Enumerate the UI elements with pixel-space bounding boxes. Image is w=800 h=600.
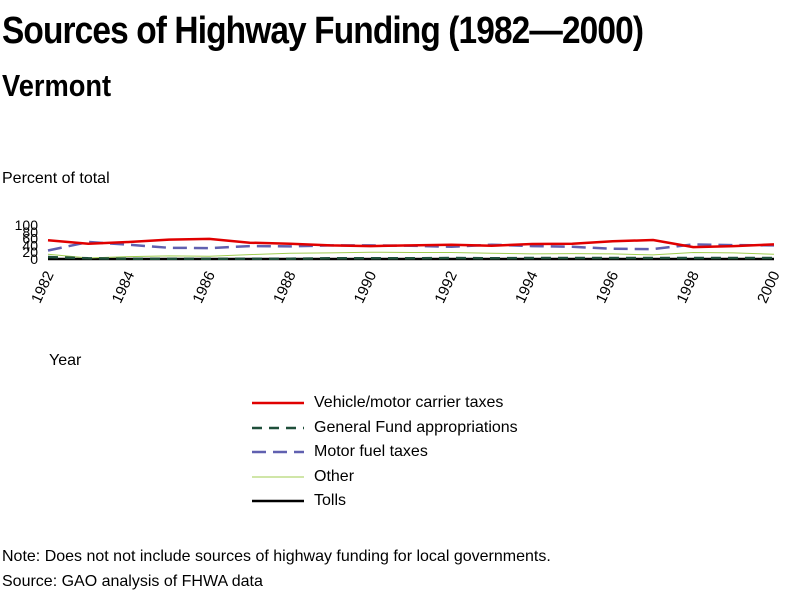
x-tick-label: 1982 — [28, 269, 58, 306]
series-line-vehicle-motor-carrier-taxes — [47, 237, 775, 249]
x-tick-label: 1994 — [512, 269, 542, 306]
y-tick-label: 100 — [15, 217, 39, 233]
x-axis-label: Year — [49, 352, 82, 369]
legend-label: Tolls — [314, 492, 347, 509]
x-tick-label: 1998 — [673, 269, 703, 306]
y-tick-label: 60 — [22, 231, 38, 247]
legend-label: General Fund appropriations — [314, 418, 518, 436]
x-tick-label: 1986 — [189, 269, 219, 306]
x-tick-label: 1988 — [270, 269, 300, 306]
legend-label: Vehicle/motor carrier taxes — [314, 394, 504, 411]
y-tick-label: 80 — [22, 224, 38, 240]
source-note: Source: GAO analysis of FHWA data — [2, 573, 263, 590]
chart-subtitle: Vermont — [2, 68, 112, 103]
legend-label: Other — [314, 467, 355, 485]
x-tick-label: 2000 — [754, 269, 784, 306]
y-tick-label: 20 — [22, 244, 38, 260]
y-tick-label: 40 — [22, 237, 38, 253]
x-tick-label: 1990 — [351, 269, 381, 306]
legend-label: Motor fuel taxes — [314, 443, 428, 460]
legend-swatch-general-fund — [252, 426, 304, 429]
series-line-general-fund-appropriations — [47, 255, 774, 260]
x-tick-label: 1992 — [431, 269, 461, 306]
y-tick-label: 0 — [30, 251, 38, 267]
series-line-other — [47, 251, 775, 259]
x-tick-label: 1984 — [109, 269, 139, 306]
legend-swatch-vehicle — [252, 401, 304, 405]
legend-swatch-other — [252, 476, 304, 477]
x-tick-label: 1996 — [593, 269, 623, 306]
legend-swatch-tolls — [252, 499, 304, 503]
y-axis-label: Percent of total — [2, 170, 110, 187]
legend-swatch-motor-fuel — [252, 450, 304, 454]
footnote: Note: Does not not include sources of hi… — [2, 548, 551, 565]
chart-title: Sources of Highway Funding (1982—2000) — [2, 10, 644, 52]
